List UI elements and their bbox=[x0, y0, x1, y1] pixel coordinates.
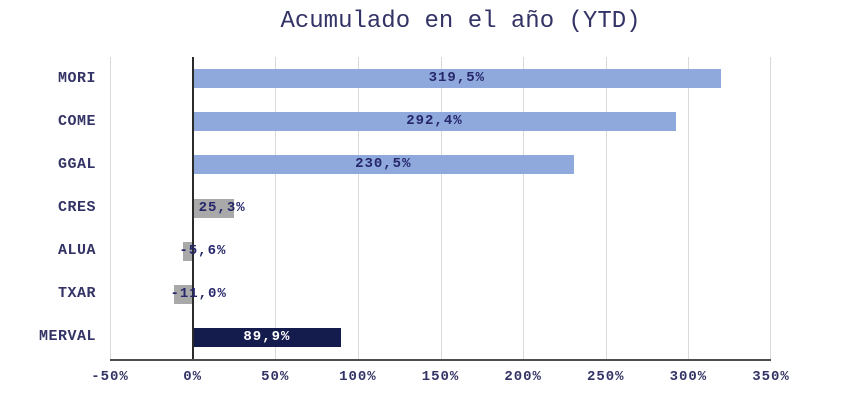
gridline bbox=[523, 57, 525, 359]
category-label-cres: CRES bbox=[57, 199, 96, 216]
category-label-ggal: GGAL bbox=[57, 155, 96, 173]
bar-value-label: 292,4% bbox=[406, 113, 463, 130]
bar-ggal bbox=[192, 155, 574, 175]
chart-title: Acumulado en el año (YTD) bbox=[280, 8, 641, 35]
bar-cres bbox=[192, 198, 235, 218]
x-tick-label: 300% bbox=[669, 369, 708, 385]
plot-area: 319,5% 292,4% 230,5% 25,3% -5,6% -11,0% 89,9% bbox=[110, 57, 771, 361]
category-label-merval: MERVAL bbox=[38, 328, 96, 346]
x-tick-label: -50% bbox=[91, 369, 129, 385]
gridline bbox=[275, 57, 277, 359]
bar-mori bbox=[192, 69, 721, 89]
gridline bbox=[688, 57, 690, 359]
bar-txar bbox=[174, 284, 193, 304]
category-label-mori: MORI bbox=[57, 69, 96, 87]
x-axis: -50% 0% 50% 100% 150% 200% 250% 300% 350% bbox=[91, 361, 789, 393]
zero-axis-line bbox=[191, 57, 194, 359]
bar-value-label: 319,5% bbox=[428, 70, 486, 87]
category-axis: MORI COME GGAL CRES ALUA TXAR MERVAL bbox=[0, 57, 102, 359]
bar-value-label: -5,6% bbox=[179, 242, 227, 259]
bar-merval bbox=[192, 327, 342, 347]
gridline bbox=[357, 57, 359, 359]
x-tick-label: 150% bbox=[421, 369, 460, 385]
category-label-come: COME bbox=[57, 112, 96, 130]
bar-value-label: 230,5% bbox=[355, 156, 412, 173]
gridline bbox=[110, 57, 111, 359]
bar-come bbox=[192, 112, 676, 132]
x-tick-label: 0% bbox=[183, 369, 203, 385]
category-label-txar: TXAR bbox=[57, 285, 96, 303]
x-tick-label: 350% bbox=[752, 369, 790, 385]
bar-value-label: 89,9% bbox=[243, 328, 291, 345]
x-tick-label: 100% bbox=[339, 369, 377, 385]
bar-value-label: -11,0% bbox=[170, 285, 227, 302]
gridline bbox=[770, 57, 771, 359]
gridline bbox=[440, 57, 442, 359]
x-tick-label: 50% bbox=[261, 369, 290, 385]
x-tick-label: 200% bbox=[504, 369, 542, 385]
x-tick-label: 250% bbox=[586, 369, 625, 385]
category-label-alua: ALUA bbox=[57, 242, 96, 260]
bar-alua bbox=[183, 241, 193, 261]
gridline bbox=[605, 57, 607, 359]
bar-value-label: 25,3% bbox=[198, 199, 246, 216]
